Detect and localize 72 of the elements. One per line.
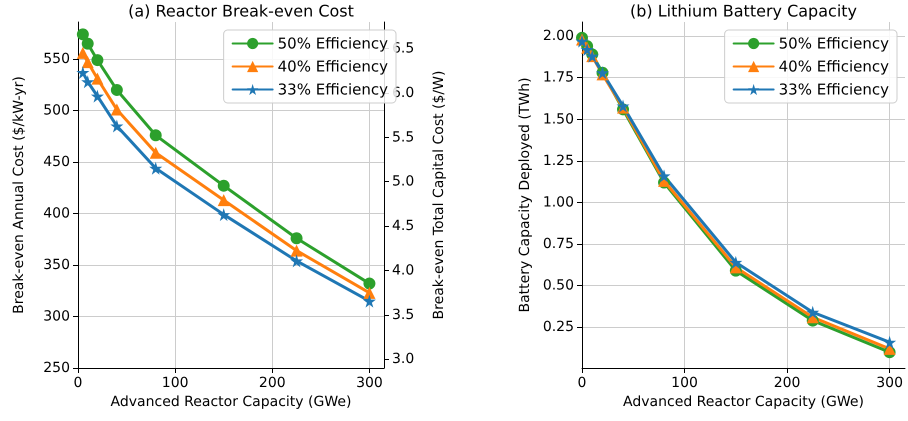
point	[90, 90, 104, 103]
y-tick-label: 1.50	[542, 111, 574, 128]
point	[149, 162, 162, 175]
legend-label: 50% Efficiency	[778, 34, 890, 52]
y2-tick-label: 5.0	[392, 174, 414, 190]
point	[76, 66, 90, 79]
x-tick-label: 0	[578, 375, 586, 391]
point	[576, 34, 588, 48]
y-tick-label: 2.00	[542, 28, 574, 44]
point	[91, 54, 104, 66]
y-tick-label: 1.00	[542, 194, 574, 210]
point	[91, 72, 104, 85]
y-tick-label: 1.25	[542, 152, 574, 169]
y-tick-label: 550	[43, 51, 70, 68]
x-axis-title: Advanced Reactor Capacity (GWe)	[623, 394, 864, 410]
y2-axis-title: Break-even Total Capital Cost ($/W)	[431, 70, 447, 320]
y-tick-label: 250	[43, 360, 70, 376]
y-tick-label: 300	[43, 308, 70, 325]
point	[218, 180, 230, 192]
y-tick-label: 0.25	[542, 319, 574, 336]
point	[110, 84, 123, 96]
y-axis-title: Break-even Annual Cost ($/kW-yr)	[11, 76, 27, 314]
chart-title: (a) Reactor Break-even Cost	[128, 2, 354, 20]
legend-label: 50% Efficiency	[278, 34, 388, 52]
legend-label: 33% Efficiency	[278, 80, 388, 98]
point	[883, 336, 896, 349]
point	[362, 294, 376, 308]
y2-tick-label: 4.0	[392, 262, 414, 278]
y-tick-label: 500	[43, 102, 70, 119]
point	[290, 244, 303, 257]
y-tick-label: 0.75	[542, 236, 574, 252]
point	[110, 104, 123, 116]
point	[76, 46, 89, 59]
x-tick-label: 100	[671, 375, 698, 391]
point	[217, 208, 230, 222]
point	[150, 129, 162, 142]
y2-tick-label: 3.0	[392, 351, 414, 368]
legend-label: 33% Efficiency	[778, 80, 890, 98]
y-axis-title: Battery Capacity Deployed (TWh)	[516, 77, 533, 313]
point	[150, 146, 162, 159]
y-tick-label: 350	[43, 257, 70, 274]
point	[806, 306, 820, 319]
y-tick-label: 0.50	[542, 278, 574, 294]
point	[658, 169, 671, 182]
y2-tick-label: 6.0	[392, 84, 414, 101]
point	[82, 38, 94, 50]
legend-label: 40% Efficiency	[278, 58, 388, 76]
point	[218, 194, 230, 206]
point	[729, 256, 742, 269]
point	[82, 56, 94, 68]
y2-tick-label: 5.5	[392, 129, 414, 146]
y2-tick-label: 3.5	[392, 306, 414, 323]
legend-label: 40% Efficiency	[778, 58, 890, 76]
point	[363, 278, 376, 290]
y-tick-label: 450	[43, 154, 70, 170]
y-tick-label: 1.75	[542, 70, 574, 86]
x-tick-label: 0	[74, 375, 82, 391]
y2-tick-label: 4.5	[392, 218, 414, 234]
x-tick-label: 200	[774, 375, 800, 391]
point	[290, 254, 304, 268]
chart-title: (b) Lithium Battery Capacity	[630, 2, 857, 20]
y-tick-label: 400	[43, 206, 70, 222]
point	[81, 75, 94, 88]
x-tick-label: 300	[356, 375, 383, 391]
x-tick-label: 100	[162, 375, 189, 391]
point	[76, 28, 89, 40]
point	[363, 286, 376, 299]
x-axis-title: Advanced Reactor Capacity (GWe)	[110, 394, 352, 410]
x-tick-label: 300	[876, 375, 903, 391]
x-tick-label: 200	[258, 375, 286, 391]
point	[290, 232, 303, 244]
point	[110, 120, 124, 133]
